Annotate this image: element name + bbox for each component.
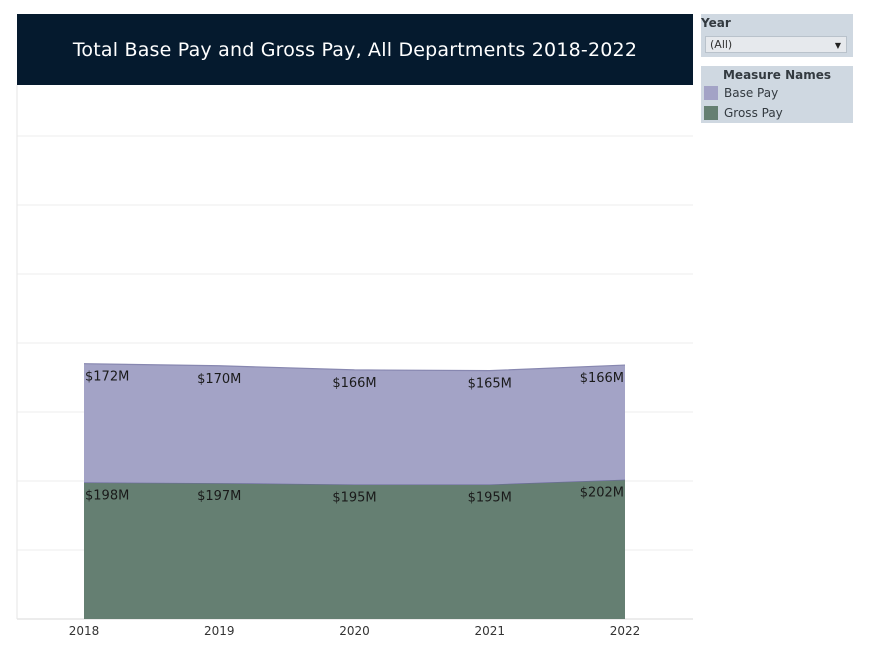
year-filter: Year (All) ▼: [701, 14, 853, 57]
data-label: $170M: [197, 372, 241, 387]
year-filter-label: Year: [701, 16, 731, 30]
legend-title: Measure Names: [722, 68, 832, 82]
data-label: $197M: [197, 489, 241, 504]
year-filter-value: (All): [710, 38, 733, 51]
year-filter-dropdown[interactable]: (All) ▼: [705, 36, 847, 53]
legend-item-gross-pay[interactable]: Gross Pay: [704, 106, 783, 120]
data-label: $172M: [85, 370, 129, 385]
data-label: $202M: [580, 486, 624, 501]
x-tick-label: 2022: [610, 624, 641, 638]
data-labels: $198M $197M $195M $195M $202M $172M $170M $166M…: [85, 370, 624, 506]
x-tick-label: 2019: [204, 624, 235, 638]
x-axis-ticks: 2018 2019 2020 2021 2022: [69, 624, 641, 638]
x-tick-label: 2021: [474, 624, 505, 638]
legend-item-base-pay[interactable]: Base Pay: [704, 86, 778, 100]
data-label: $195M: [468, 490, 512, 505]
legend-label-gross-pay: Gross Pay: [724, 106, 783, 120]
area-edge-base-pay: [83, 363, 626, 372]
data-label: $195M: [332, 490, 376, 505]
data-label: $166M: [580, 371, 624, 386]
chart-title-bar: Total Base Pay and Gross Pay, All Depart…: [17, 14, 693, 85]
legend-label-base-pay: Base Pay: [724, 86, 779, 100]
area-gross-pay[interactable]: [84, 479, 625, 619]
data-label: $165M: [468, 377, 512, 392]
area-base-pay[interactable]: [84, 363, 625, 485]
chart-title: Total Base Pay and Gross Pay, All Depart…: [72, 38, 638, 61]
legend-swatch-base-pay: [704, 86, 718, 100]
data-label: $198M: [85, 488, 129, 503]
chevron-down-icon: ▼: [834, 41, 841, 50]
legend-swatch-gross-pay: [704, 106, 718, 120]
legend: Measure Names Base Pay Gross Pay: [701, 66, 853, 123]
x-tick-label: 2018: [69, 624, 100, 638]
side-panel: Year (All) ▼ Measure Names Base Pay Gros…: [701, 14, 853, 123]
data-label: $166M: [332, 376, 376, 391]
area-series: [83, 363, 626, 619]
x-tick-label: 2020: [339, 624, 370, 638]
